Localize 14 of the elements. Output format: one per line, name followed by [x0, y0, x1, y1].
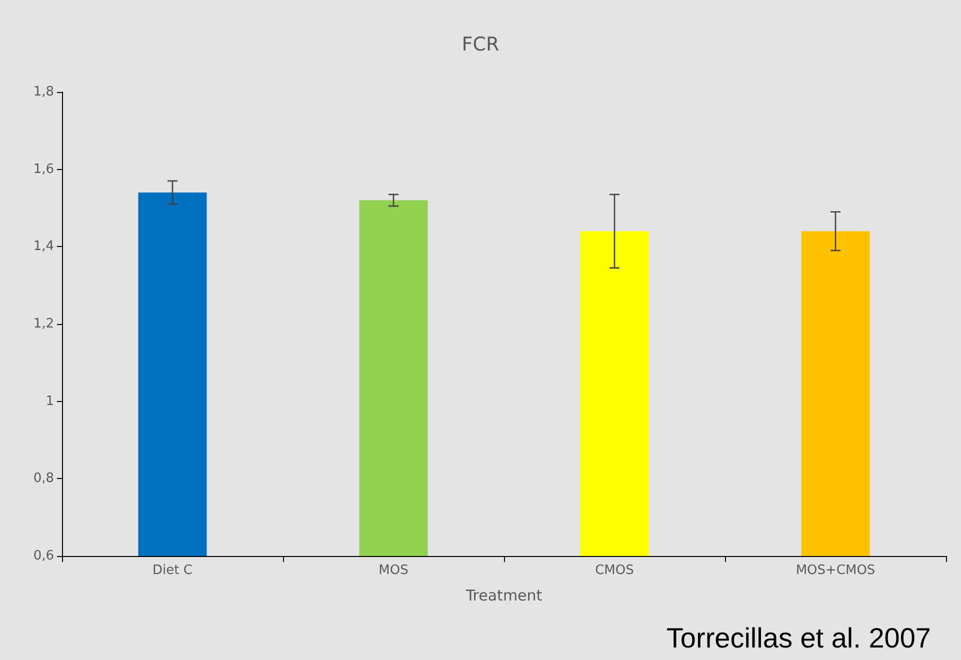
y-tick-label: 0,8 [33, 471, 54, 486]
y-tick-label: 1,4 [33, 239, 54, 254]
x-tick-label: Diet C [152, 563, 192, 578]
y-tick-label: 1,2 [33, 316, 54, 332]
y-tick-label: 1,6 [33, 162, 54, 177]
x-tick-label: CMOS [595, 563, 634, 578]
y-tick-label: 1 [46, 394, 54, 409]
x-axis-title: Treatment [464, 586, 542, 604]
y-tick-label: 1,8 [33, 84, 54, 100]
chart-title: FCR [462, 34, 500, 56]
x-tick-label: MOS [378, 563, 408, 578]
x-tick-label: MOS+CMOS [796, 563, 876, 578]
text: Torrecillas et al. 2007 [666, 622, 931, 654]
y-tick-label: 0,6 [33, 548, 54, 564]
